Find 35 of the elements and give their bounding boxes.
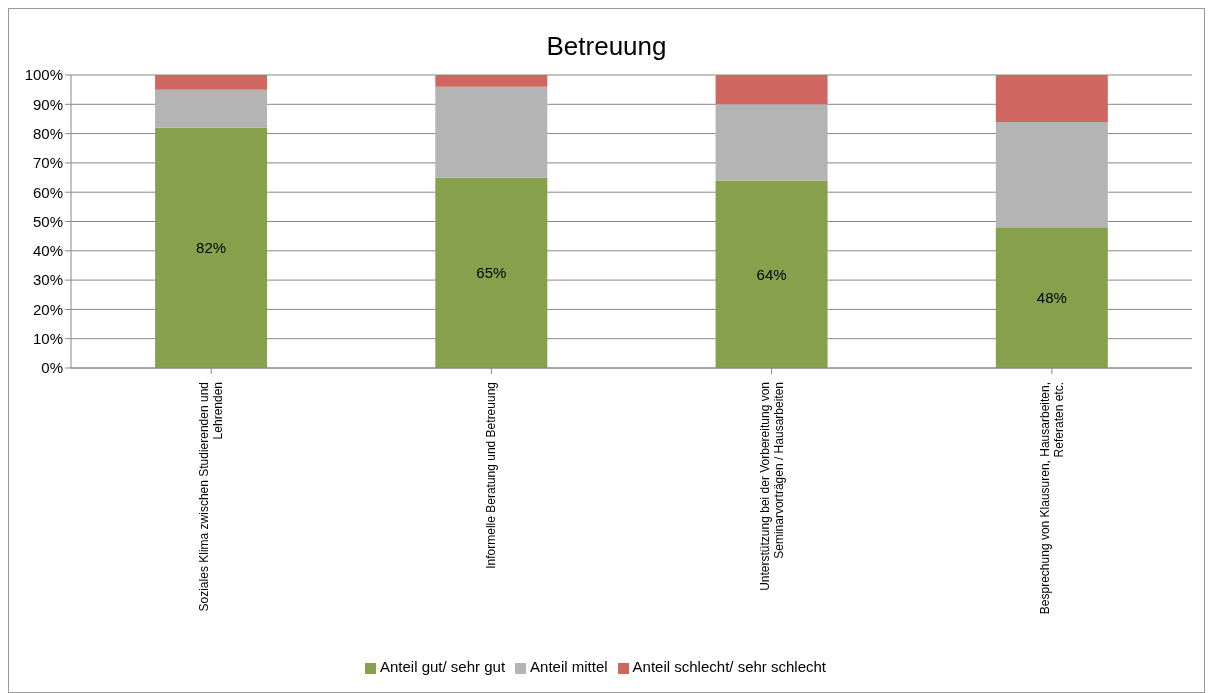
bar [715,75,828,105]
y-tick-label: 20% [32,300,63,318]
y-tick-label: 30% [32,271,63,289]
y-tick-label: 60% [32,183,63,201]
y-tick-label: 100% [24,66,63,84]
data-label: 65% [476,264,507,282]
bar [155,89,268,128]
data-label: 48% [1036,289,1067,307]
y-tick-label: 50% [32,212,63,230]
chart-title: Betreuung [545,31,668,63]
y-tick-label: 80% [32,124,63,142]
bar [435,86,548,178]
bar [715,104,828,181]
legend-label: Anteil gut/ sehr gut [379,658,506,675]
y-tick-label: 70% [32,154,63,172]
y-tick-label: 0% [41,359,63,377]
x-tick-label: Besprechung von Klausuren, Hausarbeiten, Referaten etc. [1037,382,1066,615]
data-label: 64% [756,265,787,283]
bar [995,227,1108,368]
data-label: 82% [196,239,227,257]
bar [995,75,1108,122]
bar [435,177,548,368]
bar [715,180,828,368]
y-tick-label: 90% [32,95,63,113]
legend-label: Anteil mittel [530,658,608,675]
bar [155,127,268,368]
legend-label: Anteil schlecht/ sehr schlecht [632,658,827,675]
x-tick-label: Soziales Klima zwischen Studierenden und Lehrenden [197,382,226,612]
y-tick-label: 10% [32,330,63,348]
x-tick-label: Unterstützung bei der Vorbereitung von Seminarvorträgen / Hausarbeiten [757,382,786,591]
x-tick-label: Informelle Beratung und Betreuung [484,382,499,569]
bar [155,75,268,90]
bar [995,121,1108,228]
bar [435,75,548,87]
y-tick-label: 40% [32,242,63,260]
